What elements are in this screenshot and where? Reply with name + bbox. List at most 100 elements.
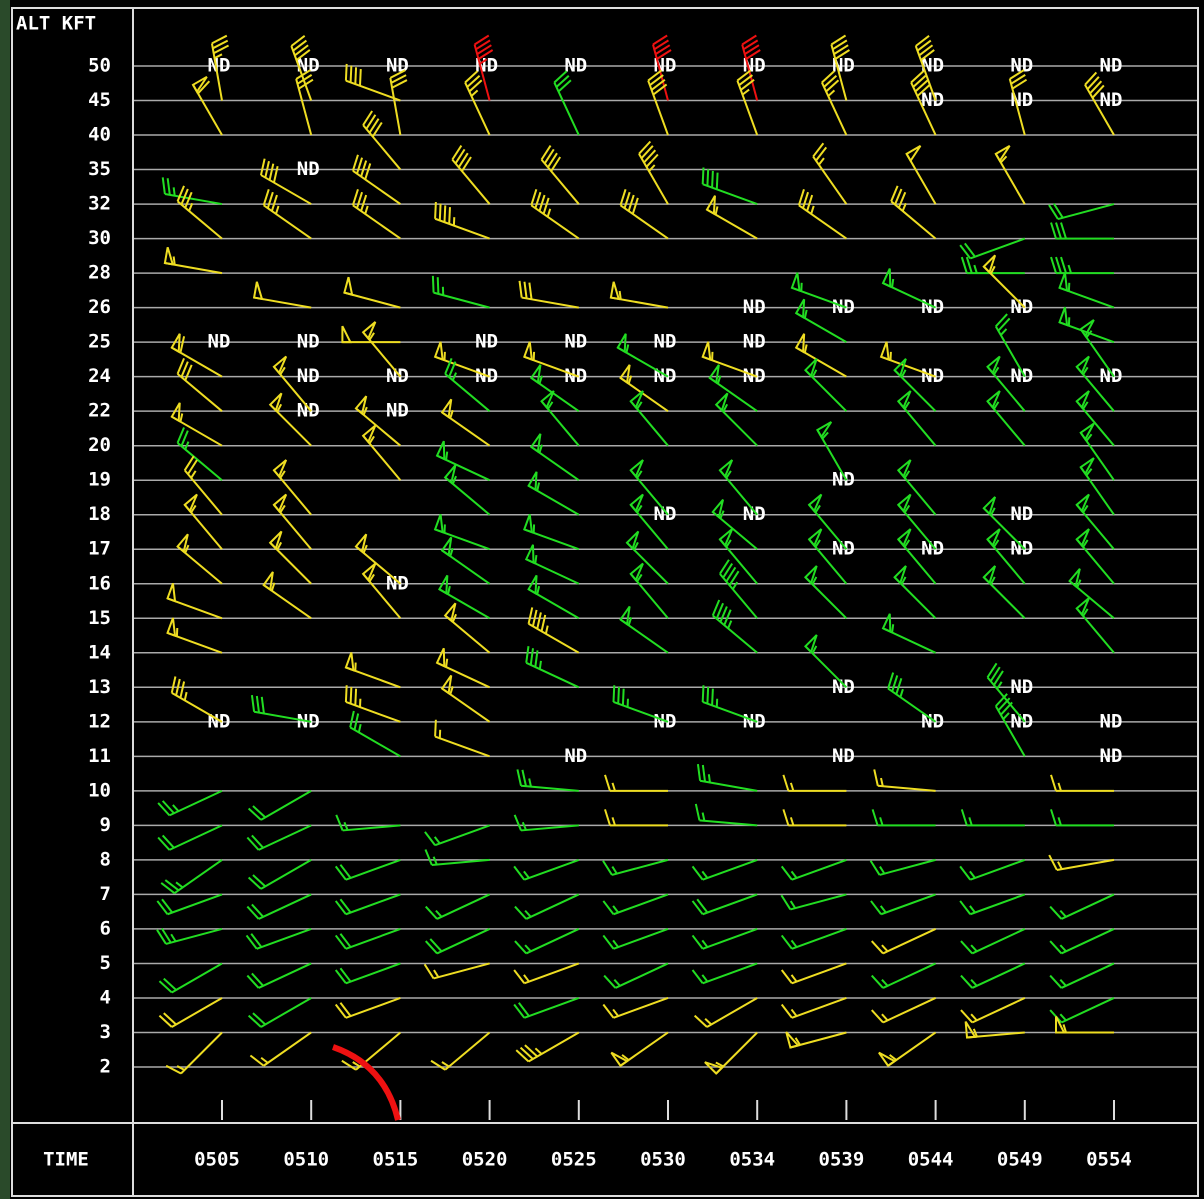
no-data: ND	[475, 331, 498, 353]
no-data: ND	[1010, 365, 1033, 387]
barb-feather	[351, 687, 352, 704]
level-label: 45	[88, 89, 111, 111]
no-data: ND	[832, 745, 855, 767]
barb-feather	[623, 689, 624, 706]
level-label: 30	[88, 227, 111, 249]
level-label: 40	[88, 124, 111, 146]
level-label: 20	[88, 434, 111, 456]
level-label: 8	[100, 848, 111, 870]
level-label: 28	[88, 262, 111, 284]
barb-feather	[717, 173, 718, 190]
level-label: 25	[88, 331, 111, 353]
barb-feather	[440, 204, 441, 221]
level-label: 50	[88, 55, 111, 77]
level-label: 35	[88, 158, 111, 180]
no-data: ND	[297, 158, 320, 180]
level-label: 7	[100, 883, 111, 905]
barb-feather	[613, 685, 614, 702]
no-data: ND	[208, 55, 231, 77]
level-label: 26	[88, 296, 111, 318]
no-data: ND	[1010, 55, 1033, 77]
left-edge	[0, 0, 10, 1199]
time-label: 0530	[640, 1149, 686, 1171]
no-data: ND	[1100, 55, 1123, 77]
time-label: 0515	[373, 1149, 419, 1171]
barb-feather	[444, 205, 445, 222]
time-label: 0549	[997, 1149, 1043, 1171]
level-label: 19	[88, 469, 111, 491]
no-data: ND	[208, 710, 231, 732]
time-label: 0534	[729, 1149, 775, 1171]
barb-half-feather	[892, 624, 893, 632]
barb-feather	[355, 689, 356, 706]
barb-half-feather	[446, 452, 447, 460]
no-data: ND	[297, 365, 320, 387]
barb-feather	[435, 720, 436, 737]
time-label: 0544	[908, 1149, 954, 1171]
barb-feather	[433, 276, 434, 293]
no-data: ND	[921, 538, 944, 560]
time-label: 0510	[283, 1149, 329, 1171]
barb-half-feather	[540, 661, 541, 669]
level-label: 4	[100, 986, 111, 1008]
level-label: 2	[100, 1056, 111, 1078]
barb-half-feather	[709, 774, 710, 782]
barb-feather	[712, 689, 713, 706]
no-data: ND	[1010, 296, 1033, 318]
no-data: ND	[564, 331, 587, 353]
barb-feather	[355, 67, 356, 84]
no-data: ND	[564, 55, 587, 77]
no-data: ND	[832, 469, 855, 491]
no-data: ND	[832, 538, 855, 560]
no-data: ND	[743, 503, 766, 525]
no-data: ND	[1100, 365, 1123, 387]
no-data: ND	[1100, 745, 1123, 767]
no-data: ND	[1010, 710, 1033, 732]
level-label: 18	[88, 503, 111, 525]
background	[0, 0, 1204, 1199]
level-label: 13	[88, 676, 111, 698]
wind-profile-display: ALT KFT TIME 504540353230282625242220191…	[0, 0, 1204, 1199]
level-label: 11	[88, 745, 111, 767]
barb-feather	[346, 64, 347, 81]
barb-half-feather	[892, 279, 893, 287]
no-data: ND	[654, 331, 677, 353]
no-data: ND	[743, 296, 766, 318]
barb-feather	[360, 69, 361, 86]
no-data: ND	[297, 331, 320, 353]
level-label: 14	[88, 641, 111, 663]
barb-half-feather	[174, 187, 175, 195]
no-data: ND	[1010, 503, 1033, 525]
level-label: 24	[88, 365, 111, 387]
barb-feather	[707, 169, 708, 186]
level-label: 22	[88, 400, 111, 422]
no-data: ND	[1010, 538, 1033, 560]
time-label: 0520	[462, 1149, 508, 1171]
barb-half-feather	[535, 555, 536, 563]
no-data: ND	[386, 400, 409, 422]
level-label: 17	[88, 538, 111, 560]
level-label: 10	[88, 779, 111, 801]
level-label: 9	[100, 814, 111, 836]
level-label: 15	[88, 607, 111, 629]
level-label: 16	[88, 572, 111, 594]
no-data: ND	[1100, 89, 1123, 111]
barb-feather	[707, 687, 708, 704]
no-data: ND	[654, 365, 677, 387]
barb-feather	[438, 277, 439, 294]
time-label: 0539	[819, 1149, 865, 1171]
no-data: ND	[654, 503, 677, 525]
no-data: ND	[208, 331, 231, 353]
level-label: 6	[100, 917, 111, 939]
no-data: ND	[564, 745, 587, 767]
barb-feather	[703, 167, 704, 184]
level-label: 3	[100, 1021, 111, 1043]
no-data: ND	[1010, 676, 1033, 698]
no-data: ND	[832, 676, 855, 698]
no-data: ND	[386, 365, 409, 387]
barb-feather	[435, 202, 436, 219]
time-label: 0554	[1086, 1149, 1132, 1171]
barb-feather	[712, 171, 713, 188]
barb-half-feather	[620, 291, 621, 299]
x-axis-label: TIME	[43, 1149, 89, 1171]
